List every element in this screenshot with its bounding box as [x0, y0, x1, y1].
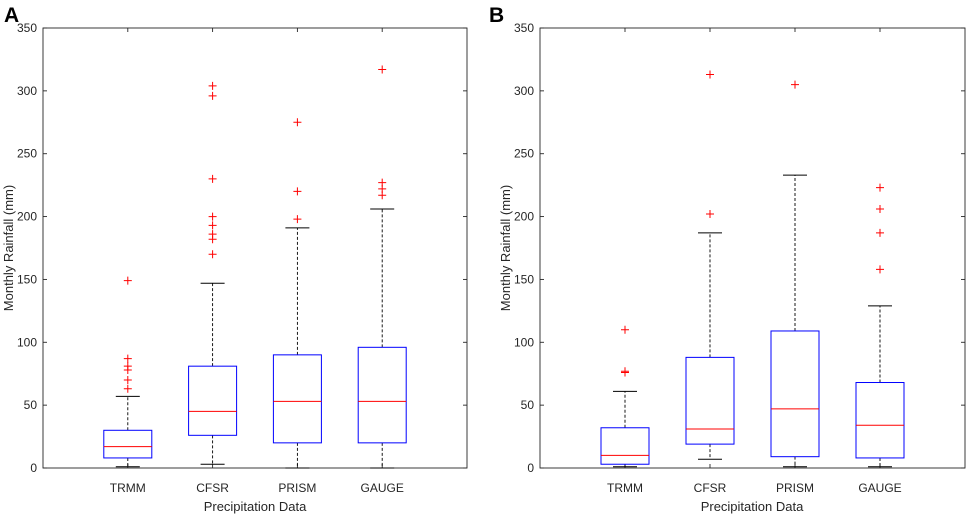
panel-a-x-tick-label: TRMM	[110, 481, 146, 495]
panel-b-gauge-outlier	[876, 265, 884, 274]
panel-a-gauge-outlier	[378, 178, 387, 187]
panel-a-gauge-outlier	[378, 65, 387, 74]
panel-b-y-tick-label: 300	[514, 84, 534, 98]
panel-a-cfsr-outlier	[208, 91, 217, 100]
panel-b-x-axis-label: Precipitation Data	[701, 499, 804, 514]
panel-a-prism-outlier	[293, 215, 302, 224]
panel-b-x-axis: TRMM CFSR PRISM GAUGE	[607, 28, 902, 495]
panel-b-x-tick-label: GAUGE	[858, 481, 901, 495]
panel-a-plot-area	[103, 65, 407, 469]
panel-b-trmm-outlier	[621, 367, 629, 376]
panel-b-trmm-outlier	[621, 325, 629, 334]
panel-a-cfsr-outlier	[208, 212, 217, 221]
panel-b-cfsr-outlier	[706, 70, 714, 79]
panel-a-cfsr-outlier	[208, 174, 217, 183]
panel-a-x-axis: TRMM CFSR PRISM GAUGE	[110, 28, 404, 495]
panel-a-x-axis-label: Precipitation Data	[204, 499, 307, 514]
panel-b-prism-box	[770, 330, 820, 458]
panel-a-trmm-box	[103, 429, 153, 459]
panel-a-cfsr-outlier	[208, 81, 217, 90]
panel-b-y-tick-label: 150	[514, 272, 534, 286]
panel-a-y-tick-label: 150	[17, 272, 37, 286]
panel-a-trmm-outlier	[123, 376, 132, 384]
panel-a-x-tick-label: GAUGE	[361, 481, 404, 495]
panel-b-x-tick-label: CFSR	[694, 481, 727, 495]
panel-b-trmm-box	[600, 427, 650, 465]
panel-a-y-tick-label: 350	[17, 21, 37, 35]
panel-b-y-tick-label: 250	[514, 147, 534, 161]
panel-a-trmm-outlier	[123, 276, 132, 285]
panel-a-trmm-outlier	[123, 362, 132, 371]
panel-a-cfsr-box	[188, 365, 238, 436]
panel-a-y-tick-label: 0	[30, 461, 37, 475]
panel-b-gauge-outlier	[876, 183, 884, 192]
panel-a-cfsr-outlier	[208, 250, 217, 259]
panel-b-cfsr-outlier	[706, 210, 714, 219]
panel-b-y-axis-label: Monthly Rainfall (mm)	[498, 185, 513, 311]
panel-b-gauge-box	[855, 382, 905, 459]
panel-a-axes	[42, 27, 468, 469]
panel-b-y-tick-label: 350	[514, 21, 534, 35]
panel-a-y-tick-label: 100	[17, 335, 37, 349]
panel-a-x-tick-label: CFSR	[196, 481, 229, 495]
panel-b-y-axis: 0 50 100 150 200 250 300 350	[514, 21, 965, 475]
panel-a-x-tick-label: PRISM	[278, 481, 316, 495]
panel-a: A 0 50 100 150 200 250 300 350 TRMM CFSR PRISM GAU…	[1, 4, 468, 514]
panel-a-y-tick-label: 300	[17, 84, 37, 98]
panel-b-plot-area	[600, 70, 905, 468]
panel-a-prism-outlier	[293, 187, 302, 196]
panel-a-prism-box	[272, 354, 322, 444]
panel-a-y-axis-label: Monthly Rainfall (mm)	[1, 185, 16, 311]
panel-b-y-tick-label: 50	[521, 398, 535, 412]
panel-a-y-tick-label: 200	[17, 210, 37, 224]
panel-a-prism-outlier	[293, 118, 302, 127]
panel-a-cfsr-outlier	[208, 230, 217, 239]
panel-b-letter: B	[489, 4, 504, 27]
panel-b-y-tick-label: 200	[514, 210, 534, 224]
panel-b-gauge-outlier	[876, 205, 884, 214]
panel-b-y-tick-label: 0	[527, 461, 534, 475]
panel-b-gauge-outlier	[876, 228, 884, 237]
panel-a-trmm-outlier	[123, 354, 132, 363]
panel-a-letter: A	[4, 4, 19, 27]
panel-a-gauge-box	[357, 346, 407, 444]
panel-b-y-tick-label: 100	[514, 335, 534, 349]
panel-b-x-tick-label: TRMM	[607, 481, 643, 495]
panel-b-prism-outlier	[791, 80, 799, 89]
panel-a-trmm-outlier	[123, 384, 132, 393]
panel-b: B 0 50 100 150 200 250 300 350 TRMM CFSR PRISM GAU…	[489, 4, 966, 514]
panel-a-y-tick-label: 250	[17, 147, 37, 161]
panel-b-axes	[539, 27, 966, 469]
panel-a-y-tick-label: 50	[24, 398, 38, 412]
panel-b-cfsr-box	[685, 356, 735, 445]
panel-a-y-axis: 0 50 100 150 200 250 300 350	[17, 21, 467, 475]
panel-a-cfsr-outlier	[208, 221, 217, 230]
panel-b-x-tick-label: PRISM	[776, 481, 814, 495]
